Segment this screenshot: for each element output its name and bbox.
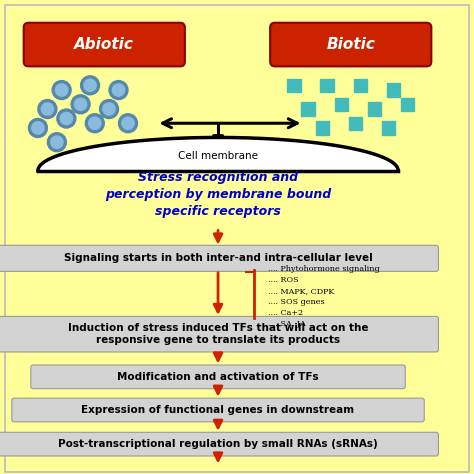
Bar: [316, 121, 329, 135]
Bar: [368, 102, 381, 116]
Circle shape: [81, 76, 100, 95]
Circle shape: [122, 117, 134, 129]
Circle shape: [89, 117, 101, 129]
Text: Cell membrane: Cell membrane: [178, 151, 258, 161]
Text: Post-transcriptional regulation by small RNAs (sRNAs): Post-transcriptional regulation by small…: [58, 439, 378, 449]
Text: Abiotic: Abiotic: [74, 37, 134, 52]
Circle shape: [60, 112, 73, 125]
Circle shape: [112, 84, 125, 96]
FancyBboxPatch shape: [5, 5, 469, 472]
Text: .... Phytohormone signaling: .... Phytohormone signaling: [268, 265, 379, 273]
Circle shape: [85, 114, 104, 133]
Circle shape: [52, 81, 71, 100]
Bar: [301, 102, 315, 116]
Text: .... SA, JA: .... SA, JA: [268, 320, 306, 328]
FancyBboxPatch shape: [270, 23, 431, 66]
Circle shape: [71, 95, 90, 114]
Circle shape: [109, 81, 128, 100]
Text: .... Ca+2: .... Ca+2: [268, 309, 303, 317]
FancyBboxPatch shape: [0, 246, 438, 271]
Bar: [335, 98, 348, 111]
Text: Modification and activation of TFs: Modification and activation of TFs: [117, 372, 319, 382]
Circle shape: [51, 136, 63, 148]
Circle shape: [47, 133, 66, 152]
Circle shape: [32, 122, 44, 134]
Text: .... ROS: .... ROS: [268, 276, 299, 284]
Circle shape: [57, 109, 76, 128]
Text: .... SOS genes: .... SOS genes: [268, 298, 324, 306]
Bar: [349, 117, 362, 130]
Circle shape: [84, 79, 96, 91]
Text: Signaling starts in both inter-and intra-cellular level: Signaling starts in both inter-and intra…: [64, 253, 373, 264]
Circle shape: [100, 100, 118, 118]
FancyBboxPatch shape: [24, 23, 185, 66]
Circle shape: [103, 103, 115, 115]
Text: Expression of functional genes in downstream: Expression of functional genes in downst…: [82, 405, 355, 415]
FancyBboxPatch shape: [31, 365, 405, 389]
Text: .... MAPK, CDPK: .... MAPK, CDPK: [268, 287, 334, 295]
FancyBboxPatch shape: [0, 317, 438, 352]
Bar: [387, 83, 400, 97]
Circle shape: [118, 114, 137, 133]
Circle shape: [28, 118, 47, 137]
Text: Biotic: Biotic: [326, 37, 375, 52]
Text: Induction of stress induced TFs that will act on the
responsive gene to translat: Induction of stress induced TFs that wil…: [68, 323, 368, 346]
Bar: [354, 79, 367, 92]
Bar: [320, 79, 334, 92]
Circle shape: [38, 100, 57, 118]
Bar: [401, 98, 414, 111]
FancyBboxPatch shape: [0, 432, 438, 456]
FancyBboxPatch shape: [12, 398, 424, 422]
Text: Stress recognition and
perception by membrane bound
specific receptors: Stress recognition and perception by mem…: [105, 171, 331, 218]
Circle shape: [74, 98, 87, 110]
Bar: [287, 79, 301, 92]
Circle shape: [41, 103, 54, 115]
Bar: [382, 121, 395, 135]
Circle shape: [55, 84, 68, 96]
